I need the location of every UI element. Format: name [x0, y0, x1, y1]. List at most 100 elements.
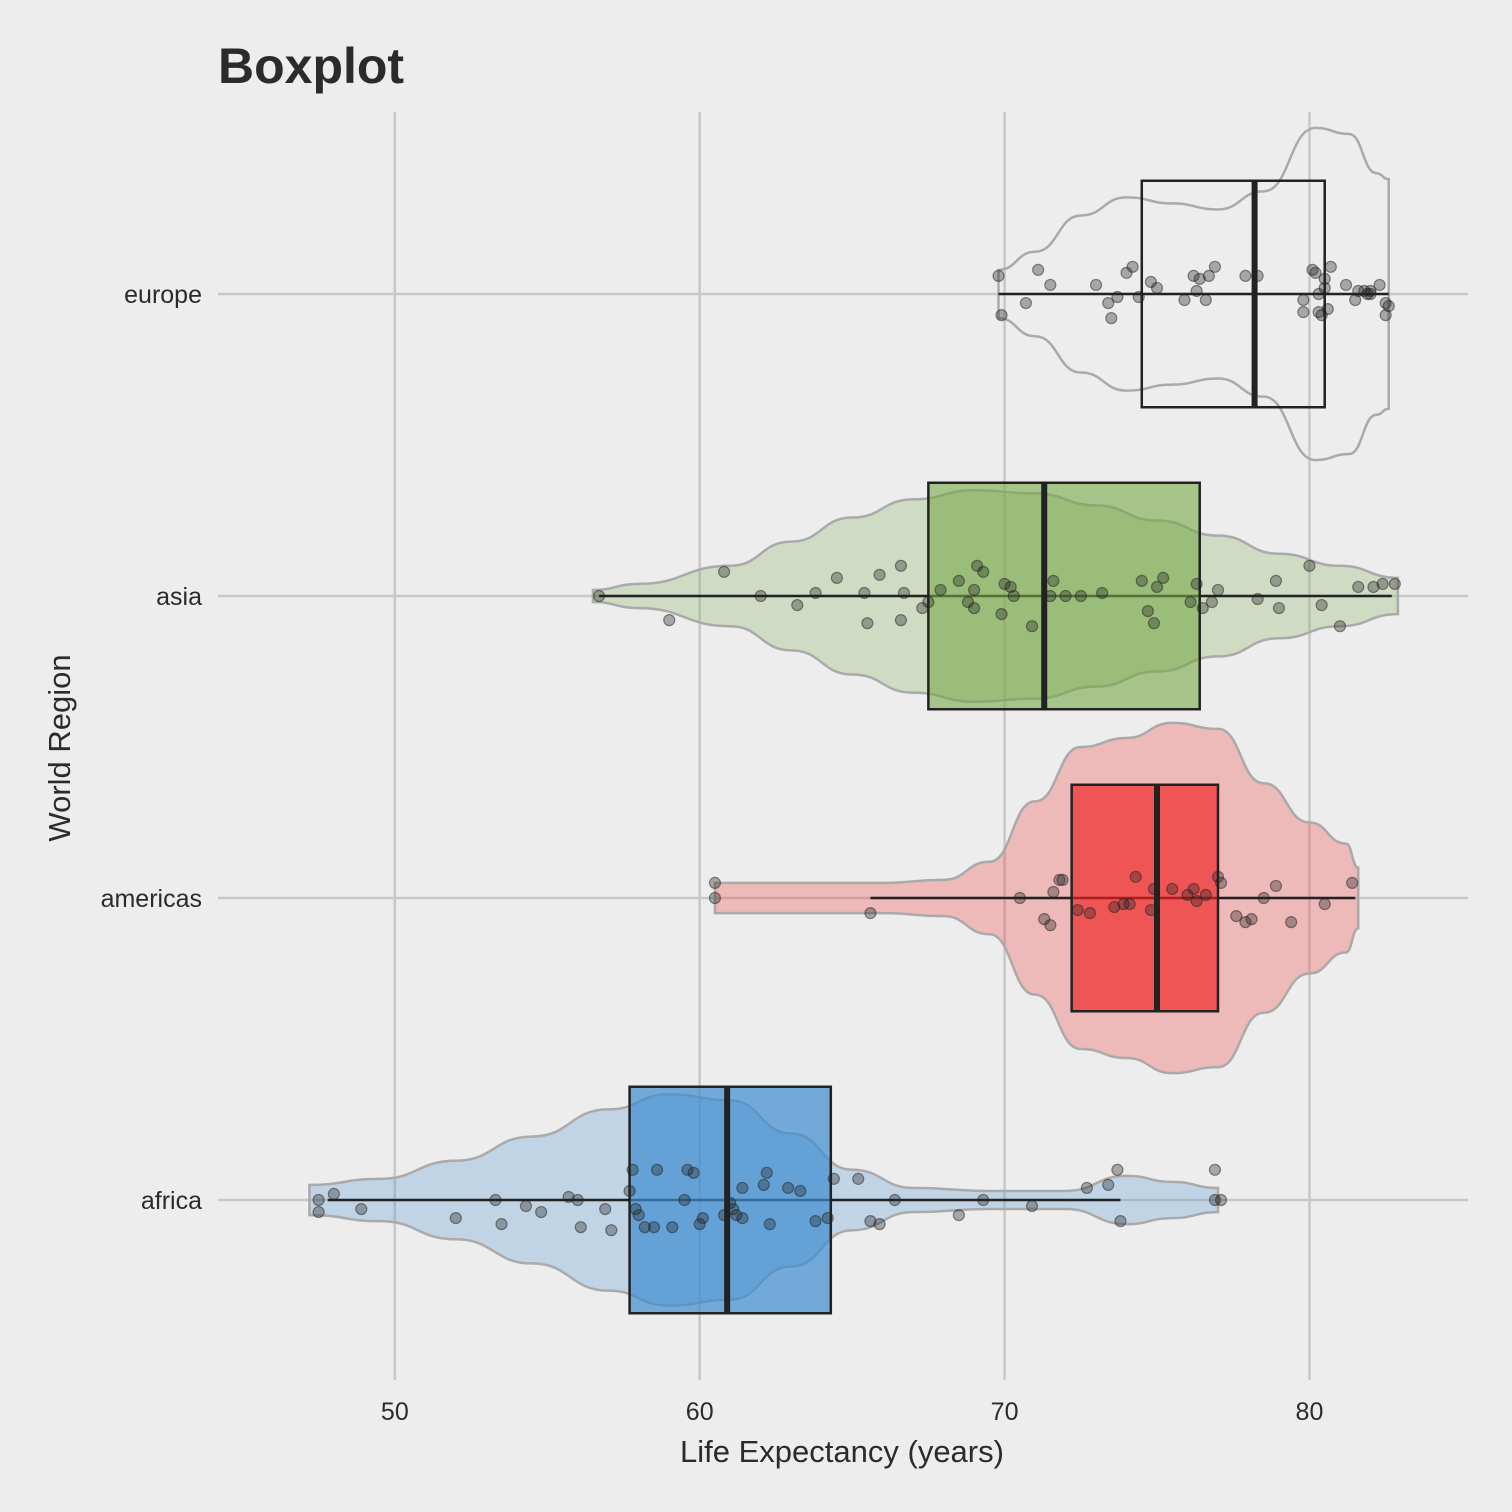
box-africa [628, 1085, 833, 1315]
data-point [1032, 263, 1045, 276]
data-point [1352, 580, 1365, 594]
data-point [1239, 269, 1252, 282]
data-point [1147, 882, 1161, 896]
data-point [681, 1163, 694, 1176]
region-groups [308, 126, 1401, 1315]
x-axis-label: Life Expectancy (years) [680, 1434, 1004, 1469]
data-point [626, 1163, 639, 1176]
data-point [1230, 910, 1243, 923]
data-point [574, 1221, 587, 1234]
data-point [894, 614, 908, 627]
data-point [1269, 574, 1283, 588]
data-point [724, 1196, 737, 1210]
data-point [687, 1166, 700, 1179]
y-tick-label: americas [101, 885, 202, 913]
data-point [1205, 595, 1219, 609]
data-point [934, 583, 947, 597]
data-point [821, 1212, 834, 1225]
data-point [1025, 620, 1039, 633]
data-point [1297, 293, 1310, 307]
data-point [757, 1178, 770, 1192]
data-point [312, 1205, 325, 1219]
data-point [1190, 577, 1203, 591]
data-point [1349, 293, 1362, 307]
data-point [1202, 269, 1215, 282]
data-point [1007, 589, 1020, 603]
data-point [1346, 876, 1359, 890]
data-point [1102, 1178, 1115, 1192]
group-africa [308, 1085, 1228, 1315]
data-point [1111, 1163, 1124, 1176]
data-point [1089, 278, 1103, 292]
y-tick-label: europe [124, 281, 202, 309]
data-point [1187, 269, 1200, 282]
data-point [1309, 266, 1322, 279]
data-point [1190, 894, 1203, 908]
y-tick-label: asia [156, 583, 202, 611]
data-point [592, 589, 606, 603]
data-point [1324, 260, 1337, 273]
data-point [1190, 284, 1203, 298]
data-point [1285, 916, 1298, 929]
data-point [1150, 281, 1164, 295]
data-point [888, 1193, 901, 1207]
data-point [666, 1221, 679, 1234]
data-point [992, 269, 1005, 282]
group-europe [992, 126, 1395, 462]
data-point [1376, 577, 1389, 591]
data-point [1199, 293, 1212, 307]
data-point [708, 891, 722, 905]
data-point [1044, 919, 1057, 932]
data-point [1071, 903, 1084, 917]
data-point [1251, 592, 1264, 606]
data-point [1297, 306, 1310, 319]
x-tick-label: 80 [1296, 1398, 1324, 1426]
data-point [1111, 290, 1124, 304]
data-point [1144, 903, 1158, 917]
data-point [1373, 278, 1386, 292]
data-point [809, 586, 822, 600]
data-point [650, 1163, 664, 1176]
data-point [1019, 296, 1033, 310]
data-point [873, 1218, 886, 1231]
data-point [873, 568, 886, 581]
data-point [952, 574, 965, 588]
data-point [489, 1193, 502, 1207]
data-point [663, 614, 676, 627]
data-point [449, 1212, 462, 1225]
data-point [1239, 916, 1252, 929]
data-point [1379, 309, 1392, 322]
data-point [1108, 900, 1121, 914]
data-point [1105, 312, 1118, 325]
data-point [763, 1218, 776, 1231]
data-point [1321, 303, 1334, 316]
data-point [599, 1202, 612, 1216]
data-point [1303, 559, 1316, 572]
data-point [995, 608, 1008, 621]
data-point [1157, 571, 1170, 584]
data-point [1074, 589, 1087, 603]
data-point [1096, 586, 1109, 600]
data-point [1269, 879, 1283, 893]
data-point [696, 1212, 709, 1225]
data-point [1211, 583, 1225, 597]
data-point [1141, 604, 1154, 618]
y-axis-ticks: africa americas asia europe [101, 281, 203, 1215]
data-point [1147, 617, 1161, 630]
data-point [605, 1224, 618, 1237]
data-point [1245, 913, 1258, 926]
data-point [1102, 296, 1115, 310]
data-point [1196, 601, 1209, 615]
x-axis-ticks: 50 60 70 80 [381, 1398, 1323, 1426]
data-point [1382, 299, 1395, 313]
data-point [1199, 888, 1212, 902]
data-point [717, 1208, 731, 1222]
data-point [897, 586, 911, 600]
data-point [1083, 906, 1097, 920]
data-point [1166, 882, 1179, 896]
data-point [730, 1208, 743, 1222]
data-point [1123, 897, 1136, 911]
data-point [355, 1202, 368, 1216]
data-point [922, 595, 935, 609]
box-europe [1140, 179, 1326, 409]
